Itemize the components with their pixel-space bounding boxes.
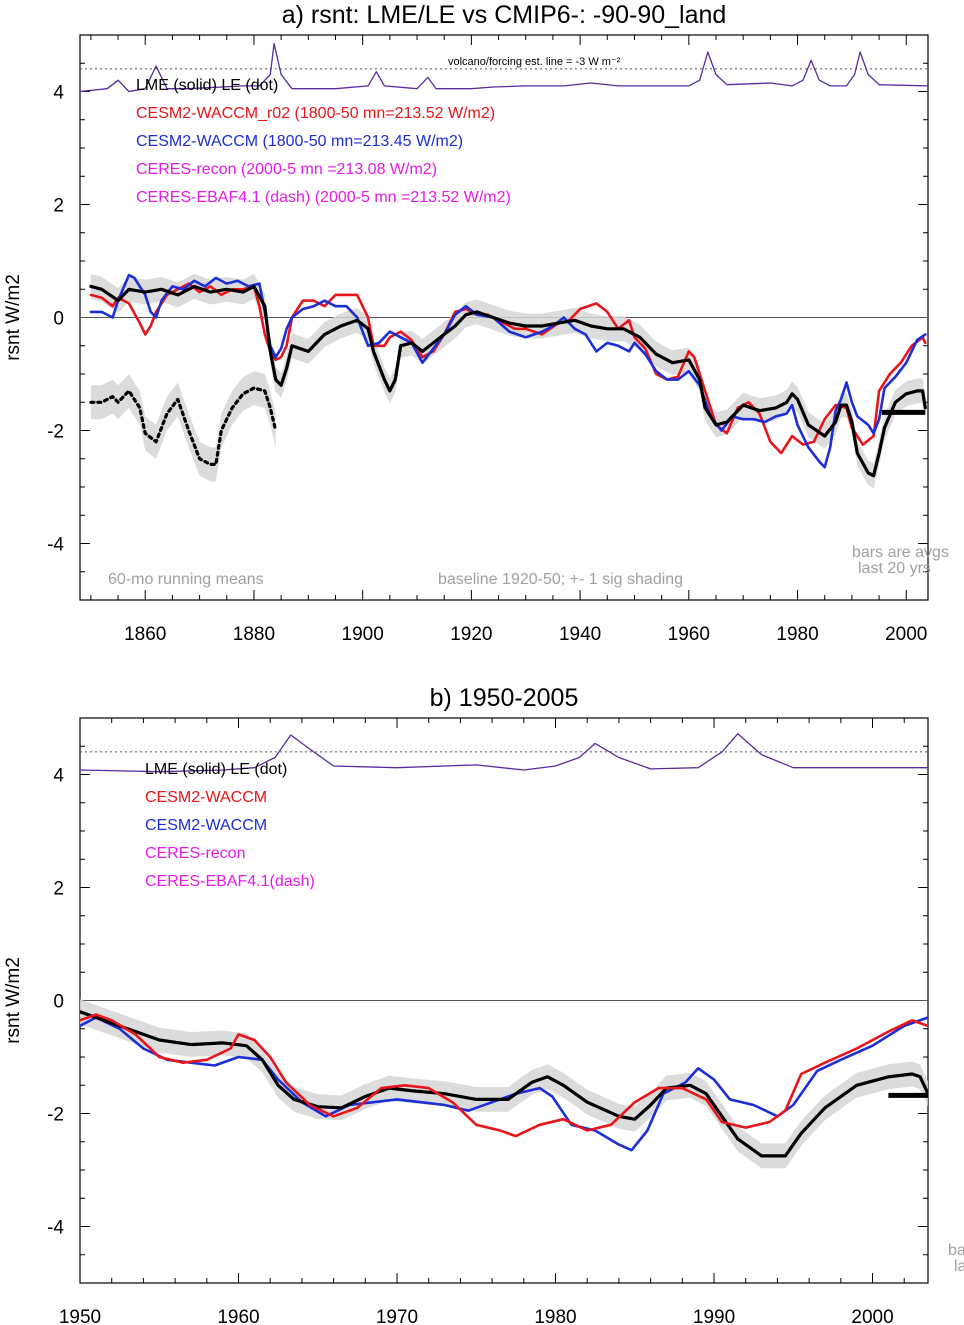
- x-tick-label: 1860: [124, 624, 166, 645]
- plot-area: [80, 42, 928, 489]
- note-baseline: baseline 1920-50; +- 1 sig shading: [438, 571, 683, 588]
- legend-entry: CERES-EBAF4.1 (dash) (2000-5 mn =213.52 …: [136, 189, 511, 206]
- legend-entry: LME (solid) LE (dot): [145, 761, 287, 778]
- shading-le: [90, 371, 276, 482]
- legend-entry: CERES-recon: [145, 845, 245, 862]
- y-tick-label: -4: [47, 1218, 64, 1239]
- note-running-means: 60-mo running means: [108, 571, 264, 588]
- x-tick-label: 1970: [376, 1307, 418, 1325]
- legend-entry: CERES-EBAF4.1(dash): [145, 873, 315, 890]
- shading-lme: [80, 999, 928, 1169]
- series-line-cesm2-waccm-1: [80, 1013, 928, 1138]
- plot-area: [80, 733, 928, 1169]
- y-tick-label: 0: [53, 992, 64, 1013]
- panel-b: b) 1950-2005 rsnt W/m2 -4 -2 0 2 4 1950 1960 1970…: [3, 684, 964, 1325]
- note-bars-1: ba: [948, 1242, 964, 1259]
- series-line-le-1: [89, 386, 278, 466]
- series-line-volcano-forcing-est--3: [80, 733, 928, 773]
- x-tick-label: 1980: [534, 1307, 576, 1325]
- legend-entry: CESM2-WACCM: [145, 789, 267, 806]
- x-tick-label: 1920: [450, 624, 492, 645]
- y-tick-label: 2: [53, 196, 64, 217]
- panel-a: a) rsnt: LME/LE vs CMIP6-: -90-90_landrs…: [3, 1, 949, 645]
- x-tick-label: 1880: [233, 624, 275, 645]
- x-tick-label: 1950: [59, 1307, 101, 1325]
- y-tick-label: -2: [47, 1105, 64, 1126]
- y-axis-label: rsnt W/m2: [3, 957, 24, 1044]
- legend-entry: CERES-recon (2000-5 mn =213.08 W/m2): [136, 161, 437, 178]
- x-tick-label: 2000: [851, 1307, 893, 1325]
- shading-lme: [90, 273, 926, 489]
- y-tick-label: -4: [47, 535, 64, 556]
- note-bars-2: last 20 yrs: [858, 560, 931, 577]
- y-tick-label: -2: [47, 422, 64, 443]
- series-line-lme-0: [80, 1010, 928, 1158]
- note-bars-2: la: [954, 1258, 964, 1275]
- x-tick-label: 1940: [559, 624, 601, 645]
- chart-title: b) 1950-2005: [430, 684, 579, 712]
- x-tick-label: 1990: [693, 1307, 735, 1325]
- note-bars-1: bars are avgs: [852, 544, 949, 561]
- legend-entry: LME (solid) LE (dot): [136, 77, 278, 94]
- x-tick-label: 2000: [885, 624, 927, 645]
- y-tick-label: 4: [53, 766, 64, 787]
- y-axis-label: rsnt W/m2: [3, 274, 24, 361]
- x-tick-label: 1960: [668, 624, 710, 645]
- series-line-lme-0: [89, 284, 927, 478]
- y-tick-label: 0: [53, 309, 64, 330]
- chart-title: a) rsnt: LME/LE vs CMIP6-: -90-90_land: [282, 1, 727, 29]
- y-tick-label: 4: [53, 83, 64, 104]
- x-tick-label: 1980: [776, 624, 818, 645]
- series-line-cesm2-waccm-2: [80, 1016, 928, 1152]
- x-tick-label: 1960: [217, 1307, 259, 1325]
- series-line-cesm2-waccm-3: [89, 273, 927, 469]
- x-tick-label: 1900: [342, 624, 384, 645]
- series-line-volcano-forcing-est--4: [80, 42, 928, 93]
- legend-entry: CESM2-WACCM: [145, 817, 267, 834]
- legend-entry: CESM2-WACCM_r02 (1800-50 mn=213.52 W/m2): [136, 105, 495, 122]
- volcano-note: volcano/forcing est. line = -3 W m⁻²: [448, 56, 621, 68]
- legend-entry: CESM2-WACCM (1800-50 mn=213.45 W/m2): [136, 133, 463, 150]
- y-tick-label: 2: [53, 879, 64, 900]
